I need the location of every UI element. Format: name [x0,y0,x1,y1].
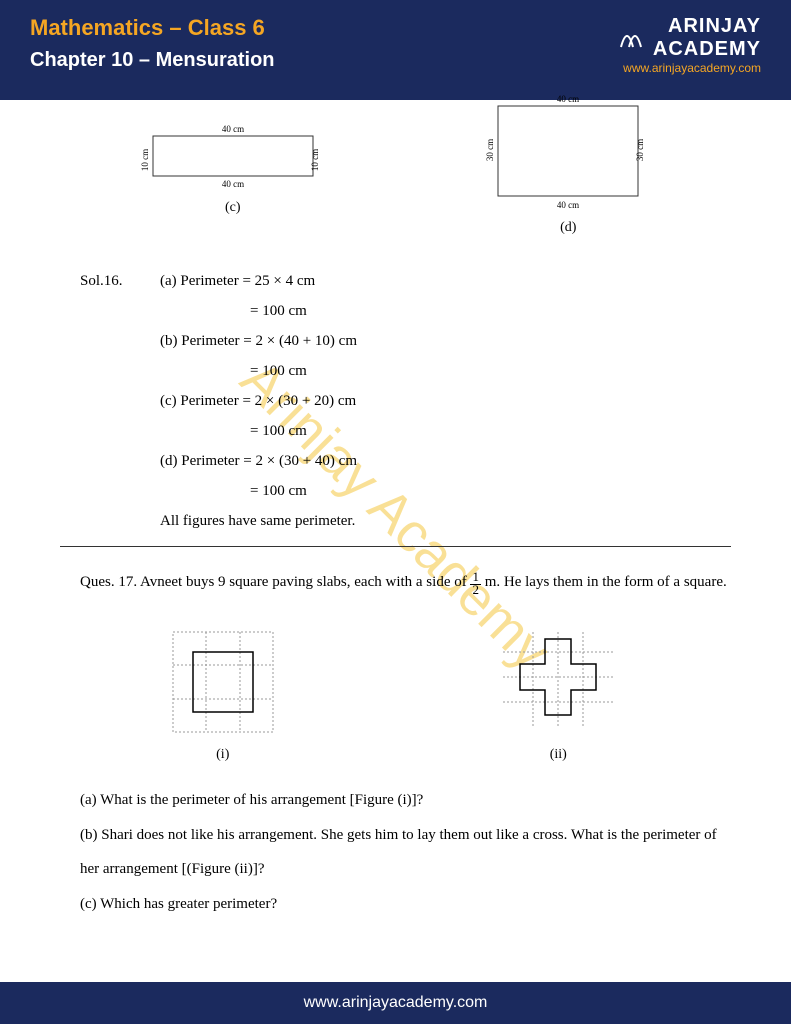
divider [60,546,731,547]
figure-i: (i) [158,627,288,763]
fig-c-caption: (c) [133,200,333,216]
page-content: Arinjay Academy 40 cm 10 cm 10 cm 40 cm … [0,100,791,941]
q17-prefix: Ques. 17. Avneet buys 9 square paving sl… [80,574,470,590]
fig-i-caption: (i) [158,747,288,763]
sol-b-1: (b) Perimeter = 2 × (40 + 10) cm [160,326,731,356]
fig-d-right-label: 30 cm [635,139,645,161]
sol-summary: All figures have same perimeter. [160,506,731,536]
footer-url: www.arinjayacademy.com [304,994,488,1011]
logo-url: www.arinjayacademy.com [615,61,761,75]
fig-d-left-label: 30 cm [485,139,495,161]
logo-text: ARINJAY ACADEMY [615,15,761,61]
sol-prefix: Sol.16. [80,266,160,296]
rect-c-svg: 40 cm 10 cm 10 cm 40 cm [133,120,333,190]
fig-ii-caption: (ii) [483,747,633,763]
fig-d-caption: (d) [478,220,658,236]
fig-d-bottom-label: 40 cm [557,200,579,210]
rect-d-svg: 40 cm 30 cm 30 cm 40 cm [478,90,658,210]
figure-c: 40 cm 10 cm 10 cm 40 cm (c) [133,120,333,236]
logo-icon [615,21,647,55]
square-grid-svg [158,627,288,737]
sol-a-1: (a) Perimeter = 25 × 4 cm [160,273,315,289]
fraction: 12 [470,570,481,596]
logo-line2: ACADEMY [653,38,761,61]
solution-16: Sol.16.(a) Perimeter = 25 × 4 cm = 100 c… [80,266,731,536]
figures-row: 40 cm 10 cm 10 cm 40 cm (c) 40 cm 30 cm … [60,120,731,236]
fig-c-top-label: 40 cm [222,124,244,134]
q17-c: (c) Which has greater perimeter? [80,887,731,922]
logo-area: ARINJAY ACADEMY www.arinjayacademy.com [615,15,761,75]
frac-den: 2 [470,582,481,597]
q17-a: (a) What is the perimeter of his arrange… [80,783,731,818]
fig-d-top-label: 40 cm [557,94,579,104]
question-17: Ques. 17. Avneet buys 9 square paving sl… [80,567,731,597]
page-footer: www.arinjayacademy.com [0,982,791,1024]
sol-b-2: = 100 cm [250,356,731,386]
sol-d-2: = 100 cm [250,476,731,506]
fig-c-left-label: 10 cm [140,149,150,171]
fig-c-right-label: 10 cm [310,149,320,171]
q17-suffix: m. He lays them in the form of a square. [481,574,727,590]
q17-b: (b) Shari does not like his arrangement.… [80,818,731,887]
q17-figures: (i) (ii) [60,627,731,763]
page-header: Mathematics – Class 6 Chapter 10 – Mensu… [0,0,791,100]
cross-svg [483,627,633,737]
logo-line1: ARINJAY [653,15,761,38]
sol-c-1: (c) Perimeter = 2 × (30 + 20) cm [160,386,731,416]
sol-c-2: = 100 cm [250,416,731,446]
figure-d: 40 cm 30 cm 30 cm 40 cm (d) [478,90,658,236]
sol-a-2: = 100 cm [250,296,731,326]
sol-d-1: (d) Perimeter = 2 × (30 + 40) cm [160,446,731,476]
fig-c-bottom-label: 40 cm [222,179,244,189]
figure-ii: (ii) [483,627,633,763]
